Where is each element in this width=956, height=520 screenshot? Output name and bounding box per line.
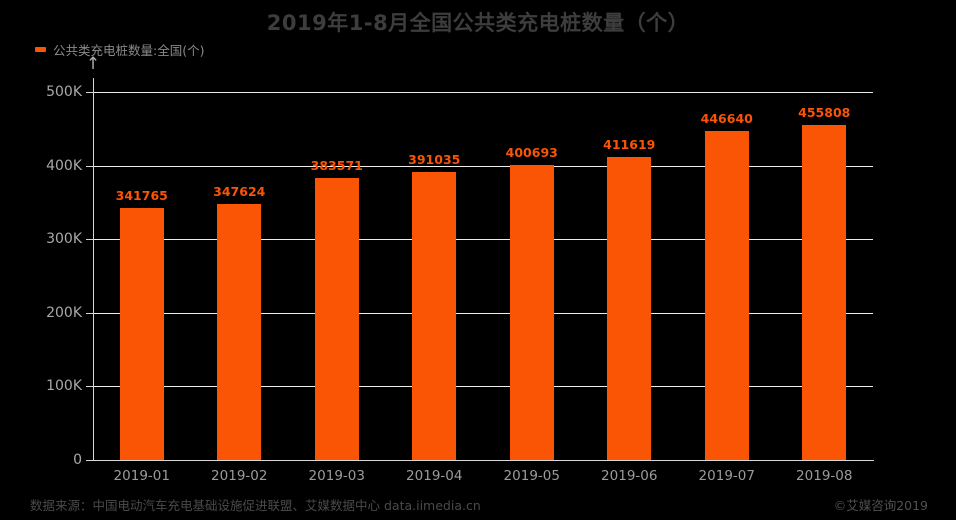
x-axis-label: 2019-08: [796, 468, 853, 484]
x-axis-label: 2019-03: [308, 468, 365, 484]
y-axis-tick: [86, 239, 93, 241]
y-axis-tick-label: 0: [73, 452, 82, 468]
y-axis-line: [93, 78, 94, 461]
y-axis-tick-label: 300K: [46, 231, 82, 248]
x-axis-label: 2019-05: [503, 468, 560, 484]
bar-value-label: 411619: [603, 137, 656, 153]
y-axis-tick: [86, 312, 93, 314]
legend-label: 公共类充电桩数量:全国(个): [53, 43, 205, 58]
bar-value-label: 383571: [310, 157, 363, 173]
bar-value-label: 446640: [700, 111, 753, 127]
bar-value-label: 341765: [115, 188, 168, 204]
bar: [802, 124, 847, 460]
x-axis-label: 2019-06: [601, 468, 658, 484]
bar-value-label: 391035: [408, 152, 461, 168]
x-axis-line: [93, 460, 874, 461]
y-axis-tick: [86, 165, 93, 167]
y-axis-tick-label: 100K: [46, 378, 82, 395]
legend-marker-icon: [35, 47, 46, 52]
grid-line: [93, 386, 873, 388]
bar-value-label: 400693: [505, 145, 558, 161]
bar: [217, 204, 262, 460]
bar: [607, 157, 652, 460]
grid-line: [93, 312, 873, 314]
y-axis-arrow-icon: ↑: [85, 54, 101, 74]
bar: [704, 131, 749, 460]
bar-value-label: 455808: [798, 104, 851, 120]
grid-line: [93, 239, 873, 241]
bar: [119, 208, 164, 460]
grid-line: [93, 165, 873, 167]
y-axis-tick-label: 500K: [46, 84, 82, 100]
y-axis-tick: [86, 460, 93, 461]
bar-value-label: 347624: [213, 184, 266, 200]
chart-title: 2019年1-8月全国公共类充电桩数量（个）: [266, 11, 690, 35]
legend: 公共类充电桩数量:全国(个): [35, 40, 204, 59]
y-axis-tick: [86, 92, 93, 93]
y-axis-tick: [86, 386, 93, 388]
x-axis-label: 2019-01: [113, 468, 170, 484]
bar: [509, 165, 554, 460]
data-source-note: 数据来源：中国电动汽车充电基础设施促进联盟、艾媒数据中心 data.iimedi…: [30, 498, 481, 513]
grid-line: [93, 92, 873, 93]
bar: [314, 177, 359, 460]
x-axis-label: 2019-04: [406, 468, 463, 484]
x-axis-label: 2019-02: [211, 468, 268, 484]
y-axis-tick-label: 400K: [46, 157, 82, 174]
y-axis-tick-label: 200K: [46, 304, 82, 321]
copyright-note: ©艾媒咨询2019: [833, 498, 928, 513]
bar: [412, 172, 457, 460]
x-axis-label: 2019-07: [698, 468, 755, 484]
